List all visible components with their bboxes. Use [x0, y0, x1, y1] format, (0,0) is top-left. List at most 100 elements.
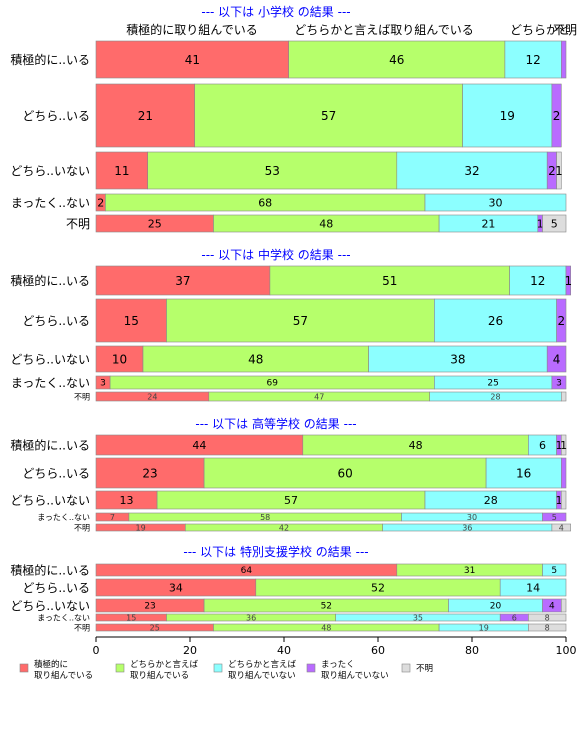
legend-label: 積極的に: [34, 659, 68, 670]
row-label: どちら..いない: [10, 352, 90, 366]
bar-segment: [368, 345, 548, 373]
data-label: 30: [489, 196, 503, 209]
bar-segment: [95, 265, 271, 296]
bar-segment: [556, 151, 562, 190]
legend-swatch: [19, 663, 29, 673]
data-label: 1: [555, 164, 563, 178]
data-label: 69: [267, 379, 279, 389]
data-label: 37: [175, 274, 190, 288]
bar-segment: [528, 613, 567, 622]
data-label: 23: [142, 466, 157, 480]
legend-label: 不明: [416, 664, 433, 674]
data-label: 23: [144, 602, 155, 612]
bar-segment: [542, 214, 567, 233]
data-label: 10: [112, 352, 127, 366]
data-label: 1: [555, 494, 562, 507]
bar-segment: [546, 345, 567, 373]
bar-segment: [551, 523, 572, 532]
data-label: 6: [512, 613, 517, 622]
legend-swatch: [213, 663, 223, 673]
bar-segment: [424, 193, 567, 212]
data-label: 21: [481, 217, 495, 230]
legend-swatch: [401, 663, 411, 673]
legend-swatch: [306, 663, 316, 673]
data-label: 19: [500, 109, 515, 123]
legend-label: どちらかと言えば: [130, 659, 199, 670]
data-label: 36: [246, 613, 256, 622]
bar-segment: [551, 83, 562, 148]
bar-segment: [203, 457, 487, 489]
data-label: 1: [565, 274, 573, 288]
data-label: 1: [555, 439, 562, 452]
data-label: 2: [548, 164, 556, 178]
data-label: 13: [120, 494, 134, 507]
legend-label: どちらかと言えば: [228, 659, 297, 670]
bar-segment: [560, 457, 567, 489]
bar-segment: [499, 578, 567, 597]
data-label: 48: [319, 217, 333, 230]
x-tick-label: 60: [371, 644, 385, 657]
data-label: 32: [464, 164, 479, 178]
data-label: 58: [260, 513, 270, 522]
bar-segment: [142, 345, 369, 373]
bar-segment: [434, 298, 557, 343]
bar-segment: [565, 265, 571, 296]
data-label: 47: [314, 392, 324, 401]
row-label: どちら..いない: [10, 599, 90, 613]
bar-segment: [95, 83, 195, 148]
legend-swatch: [115, 663, 125, 673]
x-tick-label: 100: [556, 644, 577, 657]
data-label: 24: [147, 392, 157, 401]
bar-segment: [542, 563, 567, 577]
data-label: 5: [552, 513, 557, 522]
legend-label: 取り組んでいる: [130, 670, 189, 681]
data-label: 64: [241, 566, 253, 576]
data-label: 35: [413, 613, 423, 622]
data-label: 14: [526, 581, 540, 594]
top-category-label: どちらかと言えば取り組んでいる: [294, 23, 473, 37]
row-label: 不明: [74, 523, 90, 532]
data-label: 28: [484, 494, 498, 507]
row-label: 不明: [66, 217, 90, 231]
x-tick-label: 40: [277, 644, 291, 657]
bar-segment: [509, 265, 567, 296]
top-category-label: 積極的に取り組んでいる: [126, 22, 257, 37]
data-label: 25: [150, 623, 160, 632]
data-label: 38: [450, 352, 465, 366]
data-label: 31: [464, 566, 475, 576]
data-label: 42: [279, 523, 289, 532]
data-label: 25: [487, 379, 498, 389]
data-label: 21: [138, 109, 153, 123]
bar-segment: [396, 151, 548, 190]
data-label: 30: [467, 513, 477, 522]
legend-label: まったく: [321, 660, 355, 670]
bar-segment: [194, 83, 463, 148]
panel-title: --- 以下は 高等学校 の結果 ---: [195, 416, 356, 431]
data-label: 44: [192, 439, 206, 452]
row-label: まったく..ない: [11, 196, 90, 210]
data-label: 11: [114, 164, 129, 178]
data-label: 4: [553, 352, 561, 366]
data-label: 3: [556, 379, 562, 389]
panel-title: --- 以下は 中学校 の結果 ---: [201, 247, 350, 262]
data-label: 2: [557, 314, 565, 328]
panel-title: --- 以下は 特別支援学校 の結果 ---: [183, 544, 368, 559]
data-label: 8: [545, 613, 550, 622]
row-label: 積極的に..いる: [10, 52, 90, 67]
bar-segment: [560, 391, 567, 402]
data-label: 25: [148, 217, 162, 230]
data-label: 57: [293, 314, 308, 328]
row-label: どちら..いる: [22, 466, 90, 480]
bar-segment: [551, 375, 567, 390]
bar-segment: [462, 83, 553, 148]
data-label: 1: [537, 217, 544, 230]
data-label: 7: [110, 513, 115, 522]
bar-segment: [560, 40, 567, 79]
row-label: 積極的に..いる: [10, 273, 90, 288]
data-label: 16: [516, 466, 531, 480]
row-label: どちら..いない: [10, 164, 90, 178]
legend-label: 取り組んでいる: [34, 670, 93, 681]
data-label: 6: [539, 439, 546, 452]
row-label: どちら..いない: [10, 493, 90, 507]
